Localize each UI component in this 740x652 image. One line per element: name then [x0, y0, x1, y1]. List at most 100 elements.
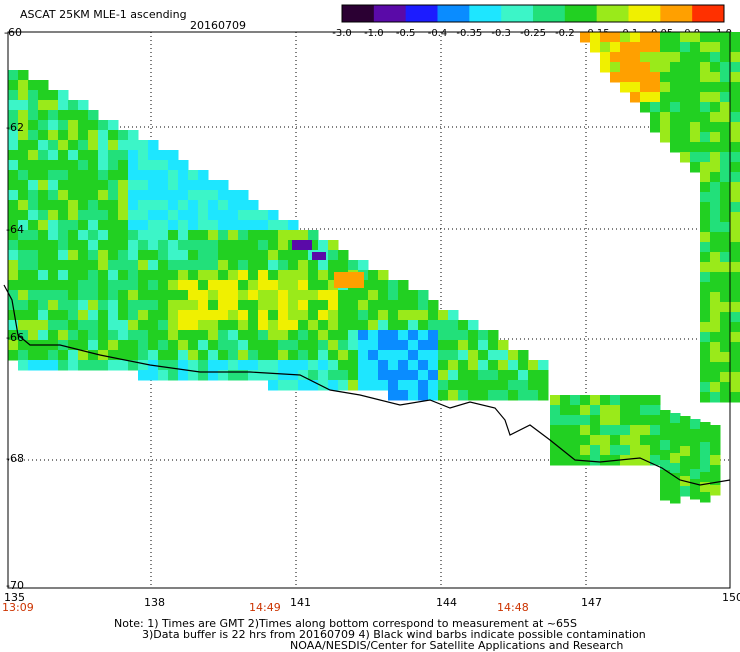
swath-cell	[38, 100, 49, 111]
swath-cell	[108, 120, 119, 131]
swath-cell	[168, 200, 179, 211]
swath-cell	[690, 132, 701, 143]
swath-cell	[600, 415, 611, 426]
swath-cell	[48, 360, 59, 371]
swath-cell	[690, 162, 701, 173]
swath-cell	[670, 463, 681, 474]
swath-cell	[720, 32, 731, 43]
swath-cell	[398, 310, 409, 321]
swath-cell	[720, 132, 731, 143]
swath-cell	[238, 300, 249, 311]
swath-cell	[720, 272, 731, 283]
swath-cell	[248, 370, 259, 381]
swath-cell	[58, 100, 69, 111]
swath-cell	[710, 32, 721, 43]
swath-cell	[700, 452, 711, 463]
swath-cell	[48, 290, 59, 301]
swath-cell	[68, 270, 79, 281]
swath-cell	[228, 200, 239, 211]
swath-cell	[198, 180, 209, 191]
swath-cell	[478, 350, 489, 361]
swath-cell	[148, 140, 159, 151]
swath-cell	[438, 320, 449, 331]
swath-cell	[118, 310, 129, 321]
swath-cell	[328, 280, 339, 291]
swath-cell	[318, 300, 329, 311]
swath-cell	[68, 250, 79, 261]
swath-cell	[348, 370, 359, 381]
swath-cell	[318, 340, 329, 351]
swath-cell	[198, 320, 209, 331]
swath-cell	[218, 210, 229, 221]
swath-cell	[660, 470, 671, 481]
swath-cell	[720, 92, 731, 103]
swath-cell	[138, 280, 149, 291]
swath-cell	[128, 180, 139, 191]
swath-cell	[178, 250, 189, 261]
swath-cell	[580, 425, 591, 436]
swath-cell	[730, 102, 740, 113]
swath-cell	[258, 300, 269, 311]
swath-cell	[38, 300, 49, 311]
swath-cell	[368, 270, 379, 281]
swath-cell	[178, 270, 189, 281]
swath-cell	[518, 370, 529, 381]
swath-cell	[428, 350, 439, 361]
swath-cell	[158, 240, 169, 251]
swath-cell	[670, 483, 681, 494]
swath-cell	[288, 280, 299, 291]
swath-cell	[730, 232, 740, 243]
colorbar-segment	[469, 5, 502, 22]
swath-cell	[720, 302, 731, 313]
swath-cell	[258, 360, 269, 371]
swath-cell	[28, 110, 39, 121]
swath-cell	[18, 300, 29, 311]
swath-cell	[710, 252, 721, 263]
swath-cell	[670, 433, 681, 444]
swath-cell	[388, 300, 399, 311]
swath-cell	[508, 350, 519, 361]
swath-cell	[138, 230, 149, 241]
swath-cell	[188, 280, 199, 291]
swath-cell	[138, 270, 149, 281]
swath-cell	[710, 272, 721, 283]
swath-cell	[88, 190, 99, 201]
swath-cell	[258, 320, 269, 331]
swath-cell	[730, 322, 740, 333]
swath-cell	[318, 260, 329, 271]
swath-cell	[68, 210, 79, 221]
swath-cell	[168, 190, 179, 201]
swath-cell	[28, 90, 39, 101]
swath-cell	[730, 392, 740, 403]
swath-cell	[98, 210, 109, 221]
swath-cell	[68, 160, 79, 171]
swath-cell	[78, 170, 89, 181]
swath-cell	[710, 392, 721, 403]
swath-cell	[168, 370, 179, 381]
swath-cell	[428, 330, 439, 341]
swath-cell	[328, 270, 339, 281]
swath-cell	[98, 340, 109, 351]
swath-cell	[68, 260, 79, 271]
swath-cell	[218, 270, 229, 281]
swath-cell	[48, 280, 59, 291]
swath-cell	[468, 350, 479, 361]
swath-cell	[600, 32, 611, 43]
swath-cell	[630, 445, 641, 456]
swath-cell	[498, 380, 509, 391]
swath-cell	[620, 425, 631, 436]
swath-cell	[138, 160, 149, 171]
swath-cell	[228, 210, 239, 221]
swath-cell	[328, 260, 339, 271]
swath-cell	[38, 150, 49, 161]
swath-cell	[158, 160, 169, 171]
swath-cell	[38, 180, 49, 191]
swath-cell	[720, 162, 731, 173]
swath-cell	[8, 330, 19, 341]
swath-cell	[268, 290, 279, 301]
swath-cell	[158, 340, 169, 351]
swath-cell	[38, 280, 49, 291]
swath-cell	[78, 290, 89, 301]
swath-cell	[720, 282, 731, 293]
swath-cell	[650, 42, 661, 53]
